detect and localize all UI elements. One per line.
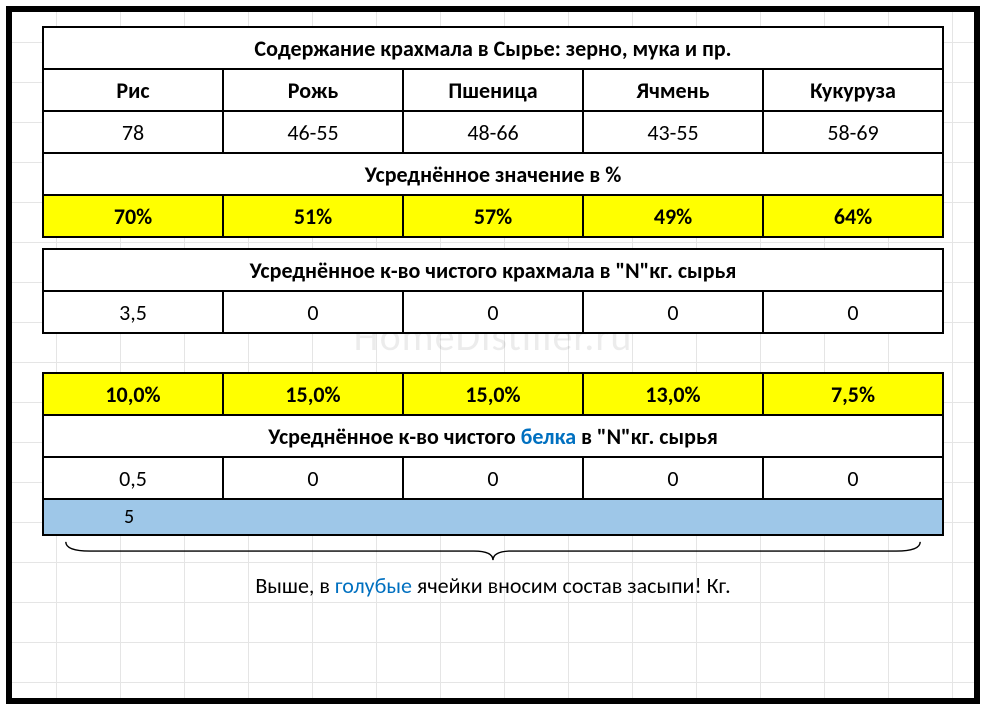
avg-cell: 64% [763, 195, 943, 237]
protein-cell: 0,5 [43, 457, 223, 499]
starch-label-row: Усреднённое к-во чистого крахмала в "N"к… [43, 249, 943, 291]
blue-input-row: 5 [43, 499, 943, 535]
pct2-cell: 7,5% [763, 373, 943, 415]
header-row: Рис Рожь Пшеница Ячмень Кукуруза [43, 69, 943, 111]
range-row: 78 46-55 48-66 43-55 58-69 [43, 111, 943, 153]
starch-table: Содержание крахмала в Сырье: зерно, мука… [42, 26, 944, 605]
pct2-cell: 15,0% [223, 373, 403, 415]
protein-cell: 0 [763, 457, 943, 499]
range-cell: 48-66 [403, 111, 583, 153]
col-header: Рожь [223, 69, 403, 111]
protein-cell: 0 [583, 457, 763, 499]
avg-label-row: Усреднённое значение в % [43, 153, 943, 195]
range-cell: 58-69 [763, 111, 943, 153]
col-header: Ячмень [583, 69, 763, 111]
pct2-cell: 10,0% [43, 373, 223, 415]
table-title: Содержание крахмала в Сырье: зерно, мука… [43, 27, 943, 69]
protein-label-suffix: в "N"кг. сырья [576, 423, 718, 450]
col-header: Пшеница [403, 69, 583, 111]
caption-row: Выше, в голубые ячейки вносим состав зас… [43, 565, 943, 605]
table-container: Содержание крахмала в Сырье: зерно, мука… [12, 12, 974, 698]
col-header: Кукуруза [763, 69, 943, 111]
range-cell: 78 [43, 111, 223, 153]
caption-suffix: ячейки вносим состав засыпи! Кг. [412, 572, 731, 599]
pct2-cell: 15,0% [403, 373, 583, 415]
range-cell: 46-55 [223, 111, 403, 153]
curly-bracket-icon [61, 540, 925, 562]
avg-cell: 57% [403, 195, 583, 237]
starch-cell: 0 [403, 291, 583, 333]
caption-prefix: Выше, в [255, 572, 335, 599]
protein-cell: 0 [223, 457, 403, 499]
avg-label: Усреднённое значение в % [43, 153, 943, 195]
title-row: Содержание крахмала в Сырье: зерно, мука… [43, 27, 943, 69]
blue-input-cell[interactable]: 5 [43, 499, 943, 535]
spacer-row [43, 333, 943, 373]
avg-cell: 49% [583, 195, 763, 237]
avg-values-row: 70% 51% 57% 49% 64% [43, 195, 943, 237]
avg-cell: 51% [223, 195, 403, 237]
col-header: Рис [43, 69, 223, 111]
starch-cell: 3,5 [43, 291, 223, 333]
protein-label-word: белка [521, 423, 576, 450]
caption-text: Выше, в голубые ячейки вносим состав зас… [43, 565, 943, 605]
protein-label-prefix: Усреднённое к-во чистого [268, 423, 520, 450]
pct2-row: 10,0% 15,0% 15,0% 13,0% 7,5% [43, 373, 943, 415]
caption-blue-word: голубые [335, 572, 412, 599]
outer-frame: HomeDistiller.ru Содержание крахмала в С… [6, 6, 980, 704]
range-cell: 43-55 [583, 111, 763, 153]
starch-cell: 0 [583, 291, 763, 333]
pct2-cell: 13,0% [583, 373, 763, 415]
bracket-row [43, 535, 943, 565]
protein-cell: 0 [403, 457, 583, 499]
starch-cell: 0 [763, 291, 943, 333]
protein-label: Усреднённое к-во чистого белка в "N"кг. … [43, 415, 943, 457]
avg-cell: 70% [43, 195, 223, 237]
starch-label: Усреднённое к-во чистого крахмала в "N"к… [43, 249, 943, 291]
starch-cell: 0 [223, 291, 403, 333]
protein-values-row: 0,5 0 0 0 0 [43, 457, 943, 499]
spacer-row [43, 237, 943, 249]
starch-values-row: 3,5 0 0 0 0 [43, 291, 943, 333]
protein-label-row: Усреднённое к-во чистого белка в "N"кг. … [43, 415, 943, 457]
